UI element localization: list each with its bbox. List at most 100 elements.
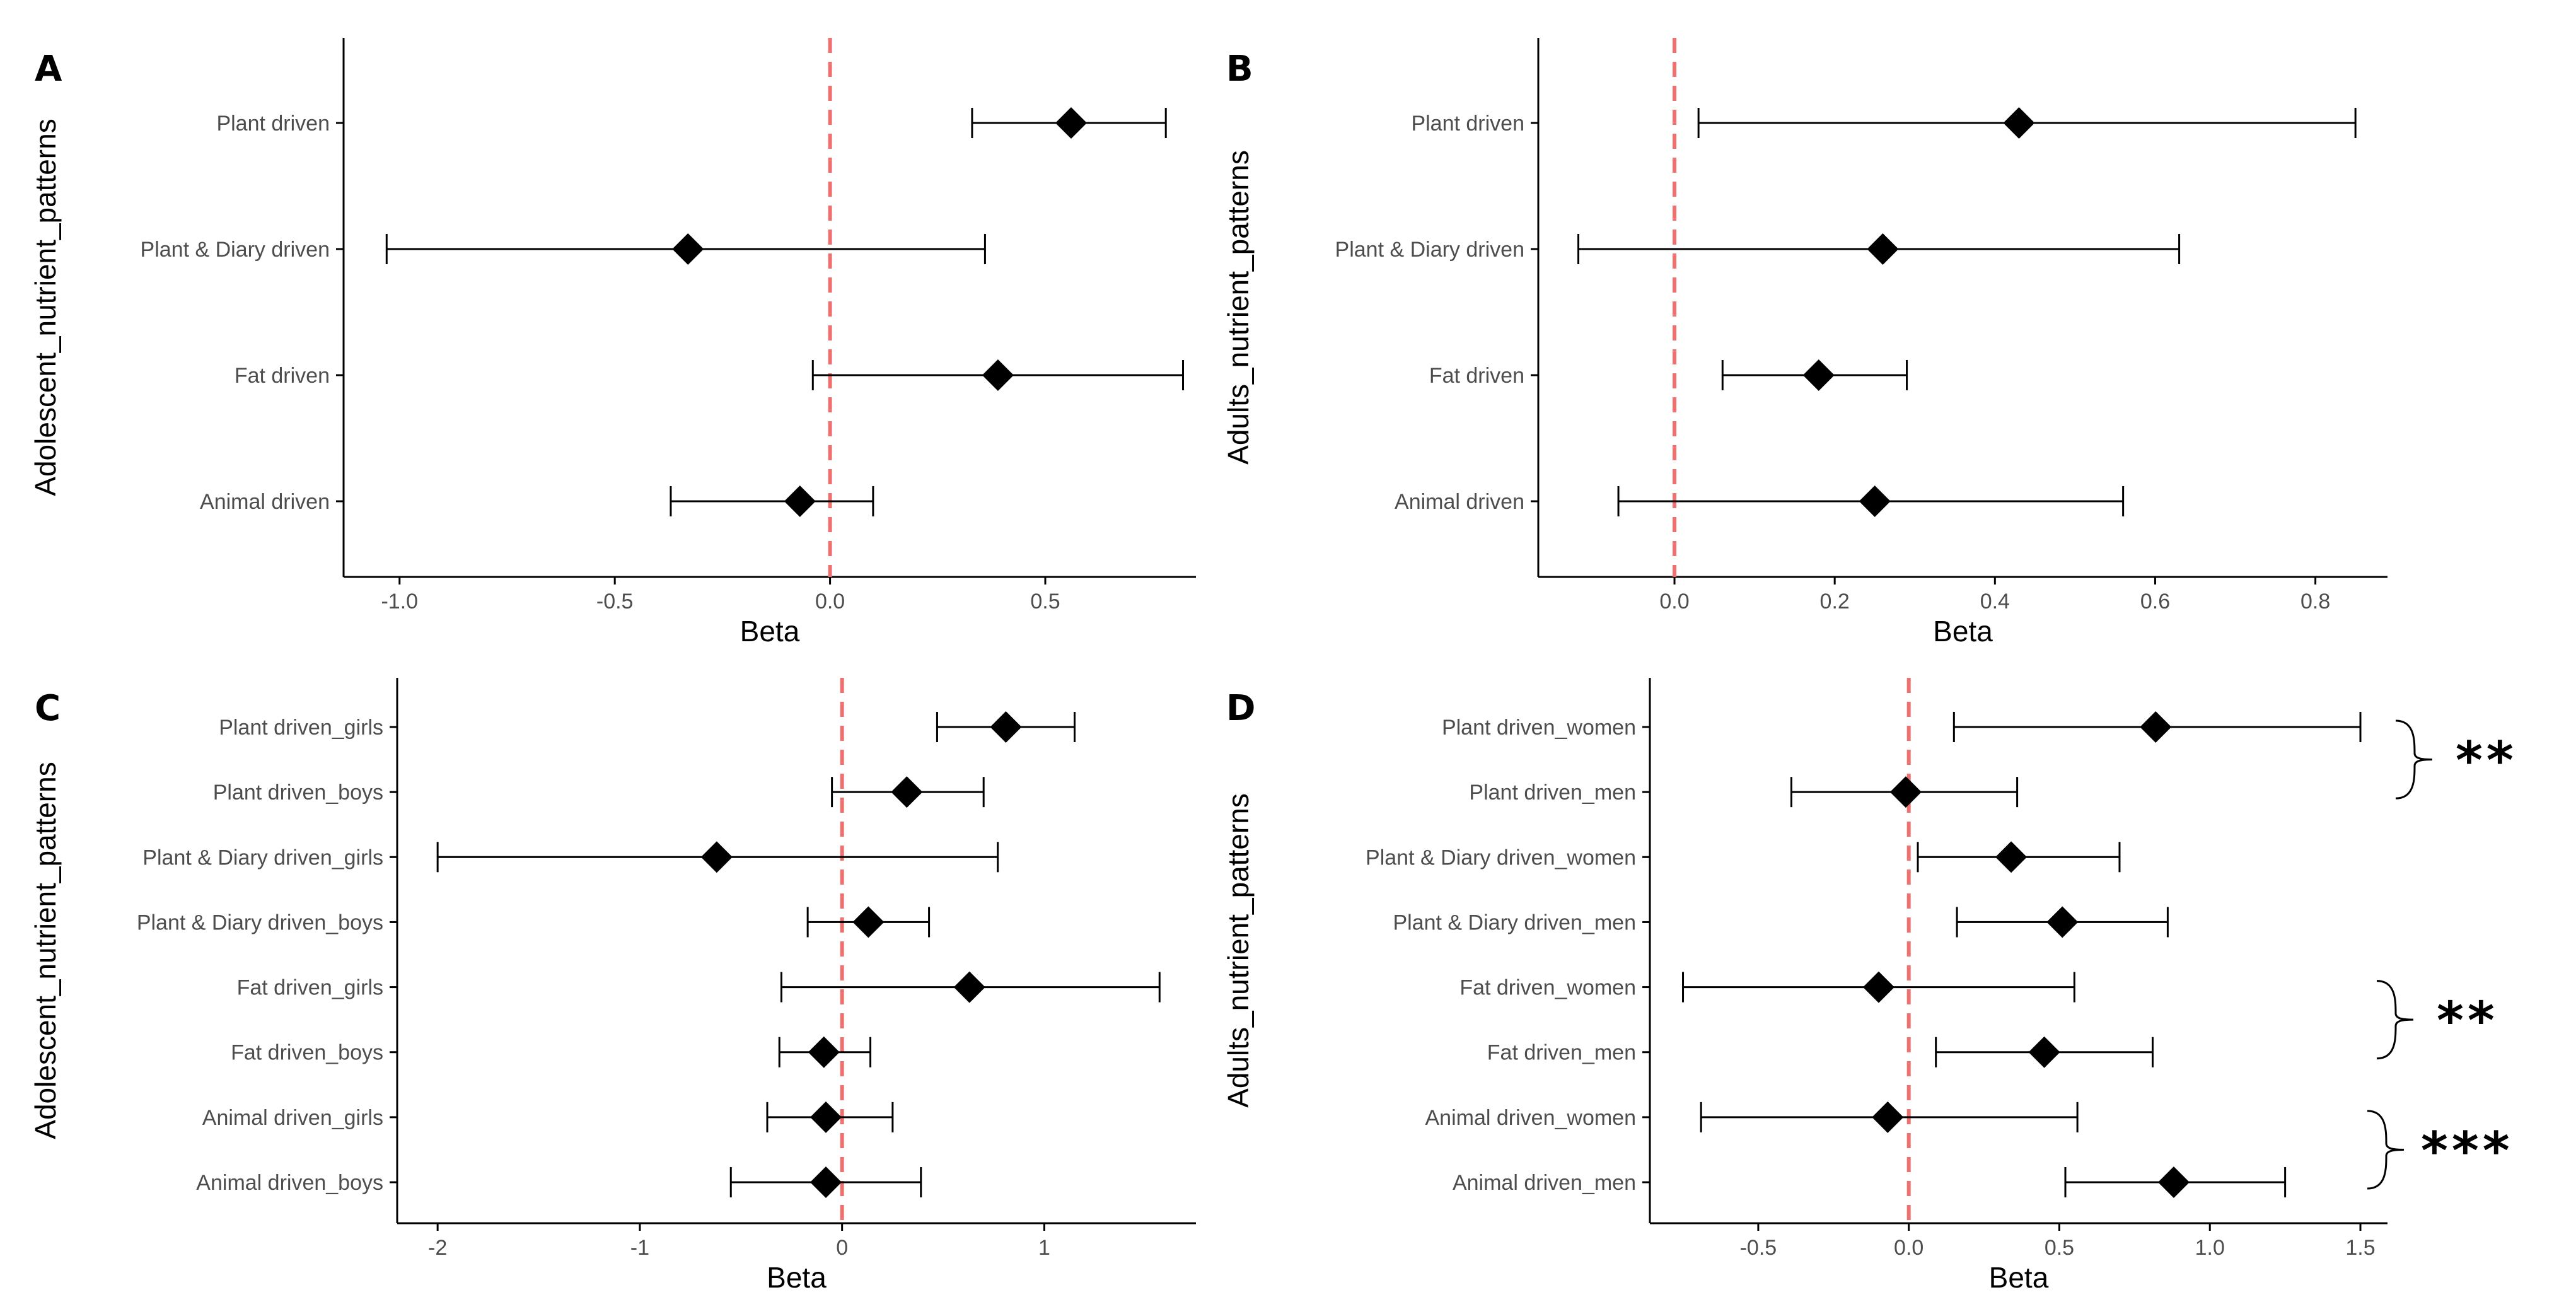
y-tick-label: Fat driven_men — [1487, 1041, 1636, 1065]
panel-d: D -0.5 0.0 0.5 1.0 1.5 Beta Adults_nutrient_pat… — [1222, 678, 2517, 1294]
estimate-row: Fat driven_men — [1487, 1036, 2154, 1068]
estimate-row: Plant & Diary driven_women — [1366, 841, 2121, 873]
estimate-row: Animal driven_women — [1425, 1101, 2079, 1133]
beta-point — [2140, 711, 2172, 743]
x-tick-label: 0.5 — [1030, 590, 1060, 614]
estimate-row: Plant driven — [216, 107, 1167, 139]
beta-point — [810, 1166, 842, 1198]
y-tick-label: Plant driven — [1411, 112, 1524, 136]
beta-point — [990, 711, 1022, 743]
beta-point — [808, 1036, 840, 1068]
y-tick-label: Fat driven_girls — [237, 976, 383, 1000]
beta-point — [700, 841, 733, 873]
y-axis-title: Adolescent_nutrient_patterns — [29, 119, 62, 496]
estimate-row: Plant & Diary driven — [141, 233, 986, 265]
estimate-row: Animal driven — [1395, 486, 2125, 517]
estimate-row: Fat driven_boys — [231, 1036, 872, 1068]
estimate-row: Fat driven — [1429, 359, 1908, 391]
x-tick-label: -2 — [428, 1236, 447, 1260]
y-tick-label: Plant & Diary driven_men — [1393, 910, 1636, 934]
y-tick-label: Plant & Diary driven — [1335, 238, 1524, 262]
beta-point — [1872, 1101, 1904, 1133]
x-axis-title: Beta — [1989, 1261, 2049, 1294]
estimate-row: Plant & Diary driven_boys — [137, 906, 931, 938]
y-tick-label: Animal driven_girls — [202, 1106, 383, 1130]
estimate-row: Plant & Diary driven_men — [1393, 906, 2169, 938]
estimate-row: Plant driven_men — [1469, 776, 2019, 808]
y-axis-title: Adults_nutrient_patterns — [1222, 793, 1255, 1108]
x-tick-label: -0.5 — [1740, 1236, 1777, 1260]
x-tick-label: 0.6 — [2140, 590, 2170, 614]
estimate-row: Plant driven_girls — [219, 711, 1076, 743]
panel-label: C — [35, 688, 61, 729]
x-tick-label: 0 — [836, 1236, 848, 1260]
estimate-row: Animal driven — [200, 486, 874, 517]
y-tick-label: Animal driven_women — [1425, 1106, 1637, 1130]
x-tick-label: 0.0 — [1894, 1236, 1923, 1260]
significance-bracket — [2376, 980, 2414, 1060]
beta-point — [2157, 1166, 2190, 1198]
beta-point — [891, 776, 923, 808]
estimate-row: Fat driven_girls — [237, 971, 1161, 1003]
estimate-row: Animal driven_men — [1453, 1166, 2287, 1198]
y-tick-label: Animal driven — [1395, 490, 1524, 514]
panel-a: A -1.0 -0.5 0.0 0.5 Beta Adolescent_nutrient_p… — [29, 38, 1196, 648]
y-tick-label: Fat driven — [235, 364, 330, 388]
beta-point — [852, 906, 885, 938]
significance-label: ** — [2456, 731, 2517, 791]
beta-point — [2003, 107, 2035, 139]
x-axis-title: Beta — [767, 1261, 827, 1294]
y-tick-label: Plant driven_girls — [219, 716, 383, 740]
x-tick-label: 0.2 — [1820, 590, 1850, 614]
panel-c: C -2 -1 0 1 Beta Adolescent_nutrient_patterns P… — [29, 678, 1196, 1294]
beta-point — [953, 971, 985, 1003]
panel-label: D — [1226, 688, 1255, 729]
y-tick-label: Animal driven_boys — [196, 1171, 383, 1195]
y-tick-label: Plant driven_women — [1442, 716, 1636, 740]
panel-b: B 0.0 0.2 0.4 0.6 0.8 Beta Adults_nutrient_patt… — [1222, 38, 2387, 648]
x-tick-label: 0.0 — [1659, 590, 1689, 614]
significance-label: *** — [2421, 1121, 2514, 1181]
beta-point — [1995, 841, 2028, 873]
beta-point — [1859, 486, 1891, 517]
estimate-row: Plant driven_women — [1442, 711, 2362, 743]
x-tick-label: 1.0 — [2195, 1236, 2225, 1260]
beta-point — [1862, 971, 1894, 1003]
significance-label: ** — [2437, 991, 2498, 1051]
beta-point — [1867, 233, 1899, 265]
panel-label: A — [35, 49, 62, 90]
x-tick-label: 0.8 — [2300, 590, 2330, 614]
y-axis-title: Adolescent_nutrient_patterns — [29, 762, 62, 1139]
x-tick-label: -1.0 — [381, 590, 418, 614]
estimate-row: Fat driven_women — [1459, 971, 2075, 1003]
x-tick-label: 0.5 — [2045, 1236, 2074, 1260]
x-tick-label: 1 — [1038, 1236, 1050, 1260]
panel-label: B — [1226, 49, 1253, 90]
y-tick-label: Plant driven — [216, 112, 330, 136]
x-tick-label: 0.4 — [1980, 590, 2010, 614]
estimate-row: Plant & Diary driven_girls — [142, 841, 999, 873]
x-axis-title: Beta — [1933, 615, 1993, 648]
x-tick-label: -0.5 — [596, 590, 634, 614]
estimate-row: Plant driven_boys — [213, 776, 985, 808]
beta-point — [1889, 776, 1922, 808]
y-tick-label: Animal driven — [200, 490, 330, 514]
estimate-row: Plant & Diary driven — [1335, 233, 2181, 265]
significance-bracket — [2395, 719, 2433, 800]
beta-point — [982, 359, 1014, 391]
estimate-row: Fat driven — [235, 359, 1185, 391]
y-tick-label: Plant & Diary driven_girls — [142, 846, 383, 870]
x-axis-title: Beta — [740, 615, 800, 648]
significance-bracket — [2367, 1110, 2405, 1190]
beta-point — [810, 1101, 842, 1133]
y-tick-label: Plant & Diary driven — [141, 238, 330, 262]
y-tick-label: Fat driven_boys — [231, 1041, 383, 1065]
beta-point — [2028, 1036, 2060, 1068]
y-tick-label: Fat driven — [1429, 364, 1524, 388]
y-tick-label: Animal driven_men — [1453, 1171, 1636, 1195]
x-tick-label: 1.5 — [2345, 1236, 2375, 1260]
beta-point — [784, 486, 816, 517]
y-tick-label: Plant driven_boys — [213, 781, 383, 805]
estimate-row: Plant driven — [1411, 107, 2357, 139]
